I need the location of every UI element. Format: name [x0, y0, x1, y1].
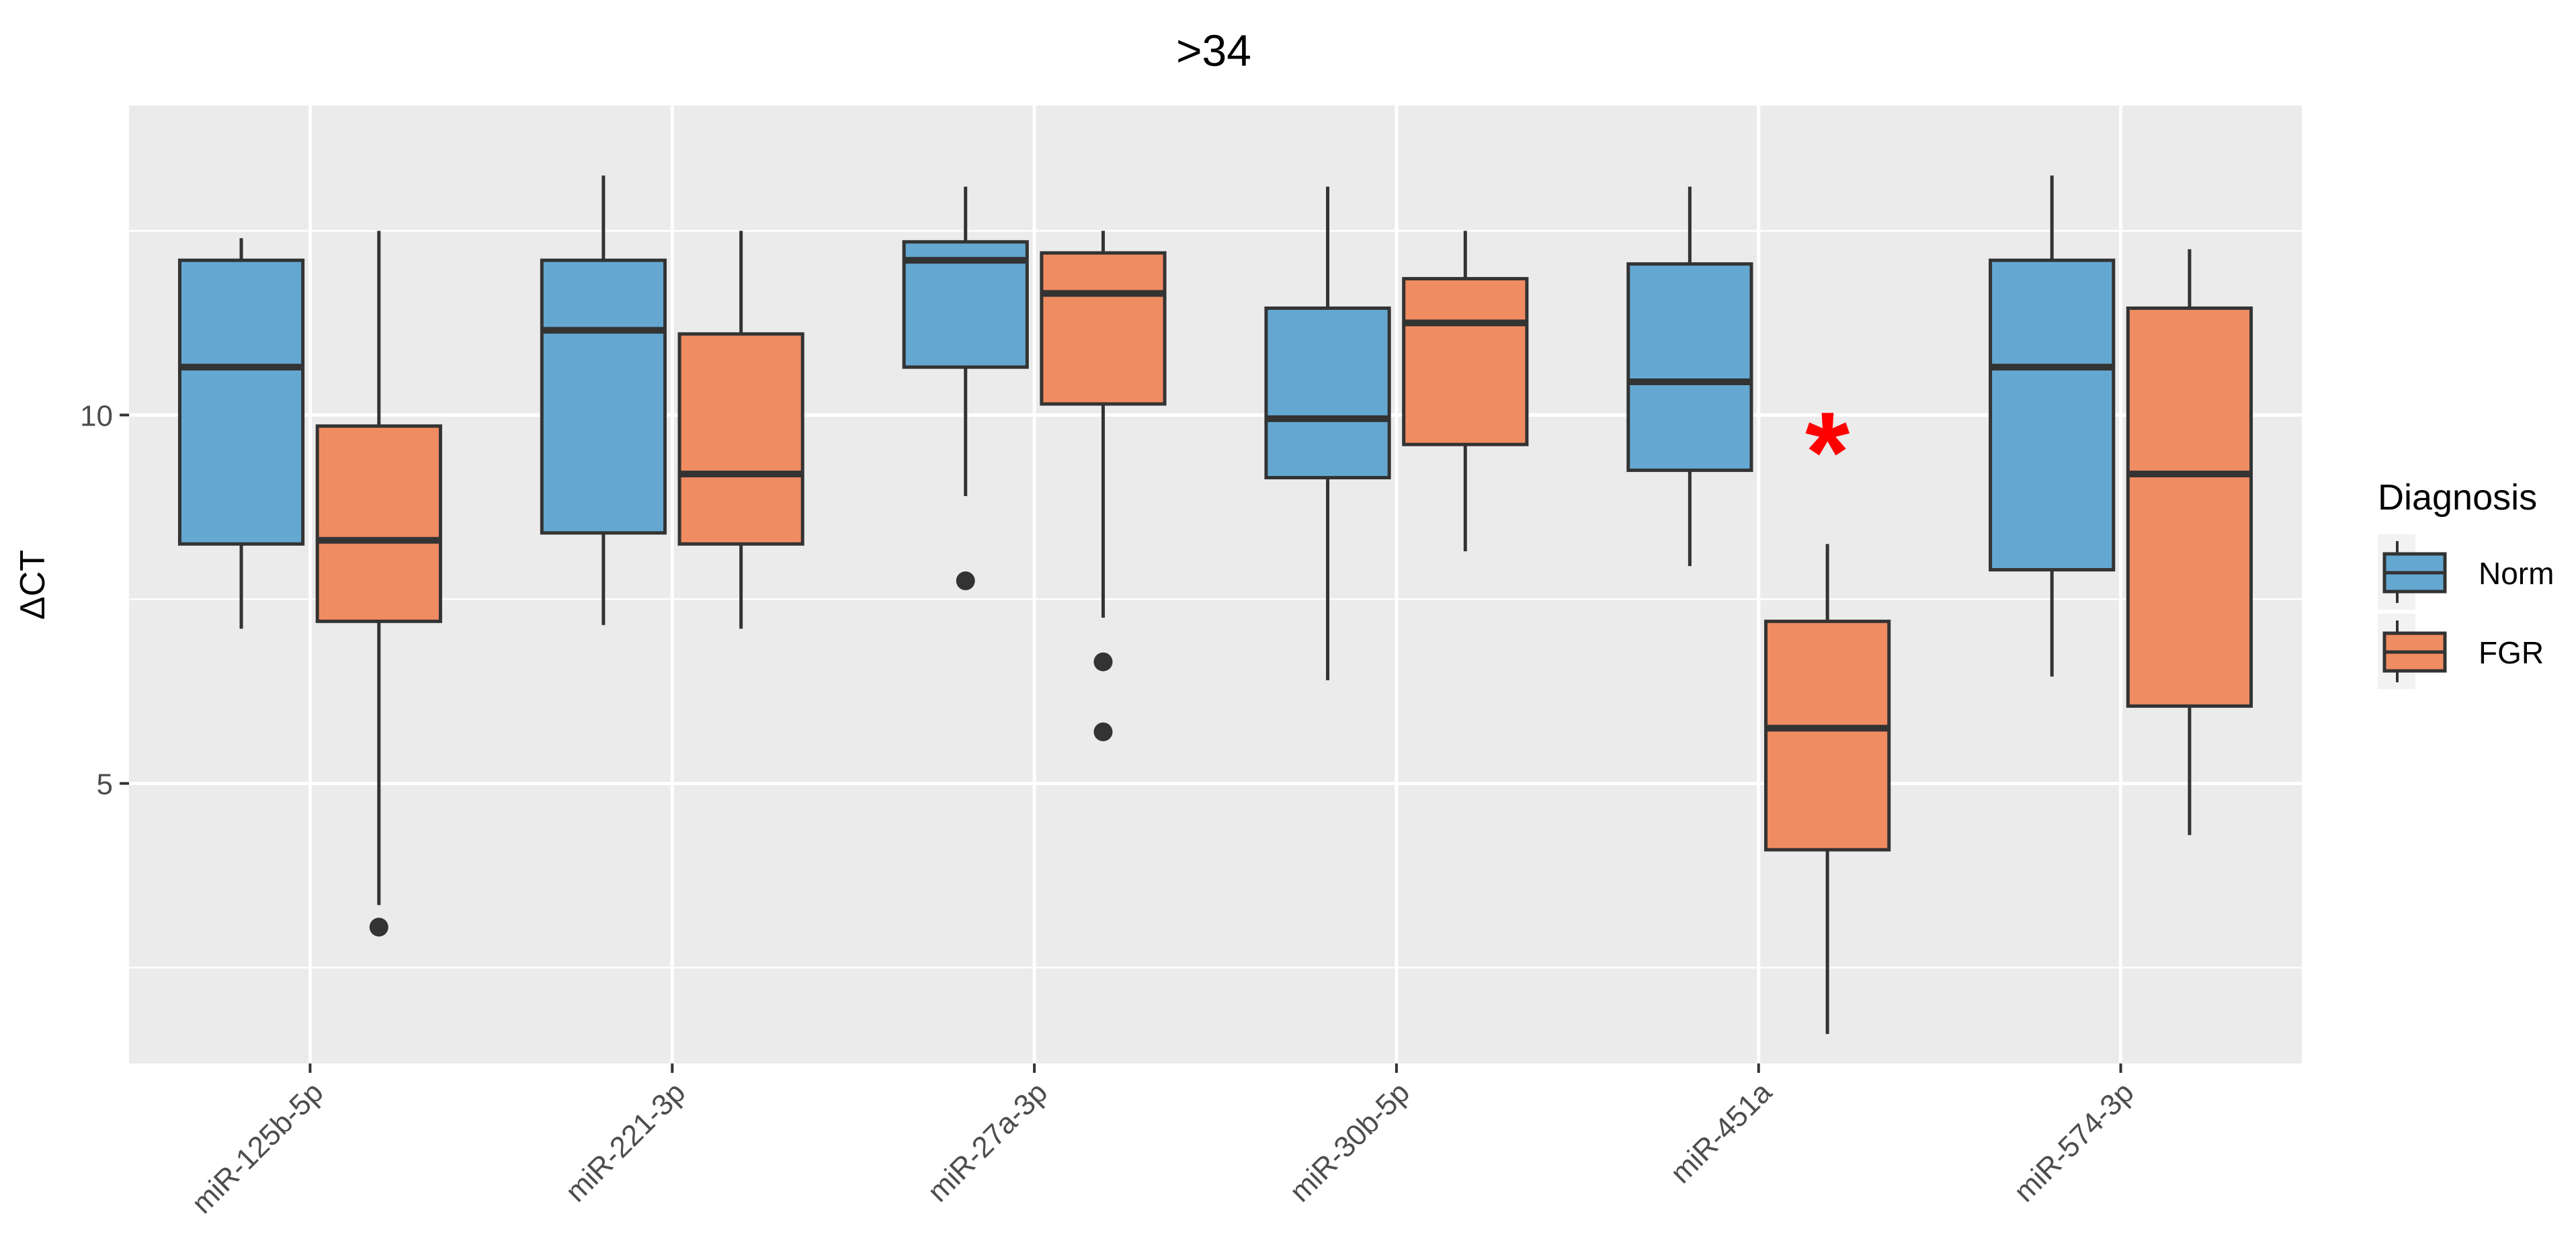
- box-norm-mir-221-3p: [540, 175, 667, 625]
- box-iqr: [2126, 306, 2253, 708]
- legend-title: Diagnosis: [2378, 477, 2537, 518]
- legend: Diagnosis Norm FGR: [2378, 477, 2554, 689]
- box-norm-mir-451a: [1626, 186, 1753, 567]
- legend-keys: Norm FGR: [2378, 534, 2554, 689]
- plot-panel: [129, 106, 2302, 1063]
- major-gridlines: [129, 106, 2302, 1063]
- boxes-layer: [177, 175, 2253, 1035]
- box-iqr: [1402, 277, 1529, 446]
- box-iqr: [1989, 258, 2116, 572]
- chart-title: >34: [1176, 26, 1251, 75]
- legend-key-label: FGR: [2479, 635, 2544, 670]
- outlier-point: [1093, 722, 1113, 741]
- box-norm-mir-574-3p: [1989, 175, 2116, 677]
- box-norm-mir-27a-3p: [902, 186, 1029, 591]
- legend-key-norm: Norm: [2378, 534, 2554, 610]
- annotations-layer: *: [1805, 389, 1850, 516]
- box-iqr: [1764, 619, 1891, 852]
- y-axis: 5 10: [80, 399, 129, 801]
- x-tick-label: miR-30b-5p: [1284, 1076, 1416, 1208]
- outlier-point: [956, 571, 975, 591]
- box-iqr: [315, 424, 442, 623]
- box-norm-mir-125b-5p: [177, 238, 305, 629]
- box-fgr-mir-125b-5p: [315, 231, 442, 937]
- box-iqr: [1264, 306, 1391, 480]
- x-tick-label: miR-574-3p: [2007, 1076, 2140, 1208]
- box-norm-mir-30b-5p: [1264, 186, 1391, 680]
- legend-key-label: Norm: [2479, 556, 2554, 591]
- minor-gridlines: [129, 230, 2302, 969]
- box-iqr: [1626, 262, 1753, 473]
- significance-asterisk: *: [1805, 389, 1850, 516]
- y-axis-label: ΔCT: [13, 550, 52, 620]
- box-iqr: [540, 258, 667, 535]
- x-tick-label: miR-451a: [1664, 1076, 1778, 1190]
- box-fgr-mir-27a-3p: [1040, 231, 1167, 741]
- x-tick-label: miR-125b-5p: [185, 1076, 329, 1219]
- outlier-point: [1093, 652, 1113, 672]
- box-fgr-mir-451a: [1764, 544, 1891, 1035]
- y-tick-label: 5: [97, 768, 113, 801]
- box-iqr: [677, 332, 804, 546]
- box-fgr-mir-30b-5p: [1402, 231, 1529, 552]
- box-fgr-mir-574-3p: [2126, 249, 2253, 836]
- x-tick-label: miR-221-3p: [559, 1076, 692, 1208]
- box-iqr: [1040, 251, 1167, 406]
- legend-key-fgr: FGR: [2378, 614, 2544, 689]
- y-tick-label: 10: [80, 399, 113, 432]
- box-fgr-mir-221-3p: [677, 231, 804, 629]
- x-axis: miR-125b-5p miR-221-3p miR-27a-3p miR-30b-5…: [185, 1063, 2141, 1220]
- box-iqr: [177, 258, 305, 546]
- outlier-point: [369, 918, 388, 937]
- x-tick-label: miR-27a-3p: [921, 1076, 1054, 1208]
